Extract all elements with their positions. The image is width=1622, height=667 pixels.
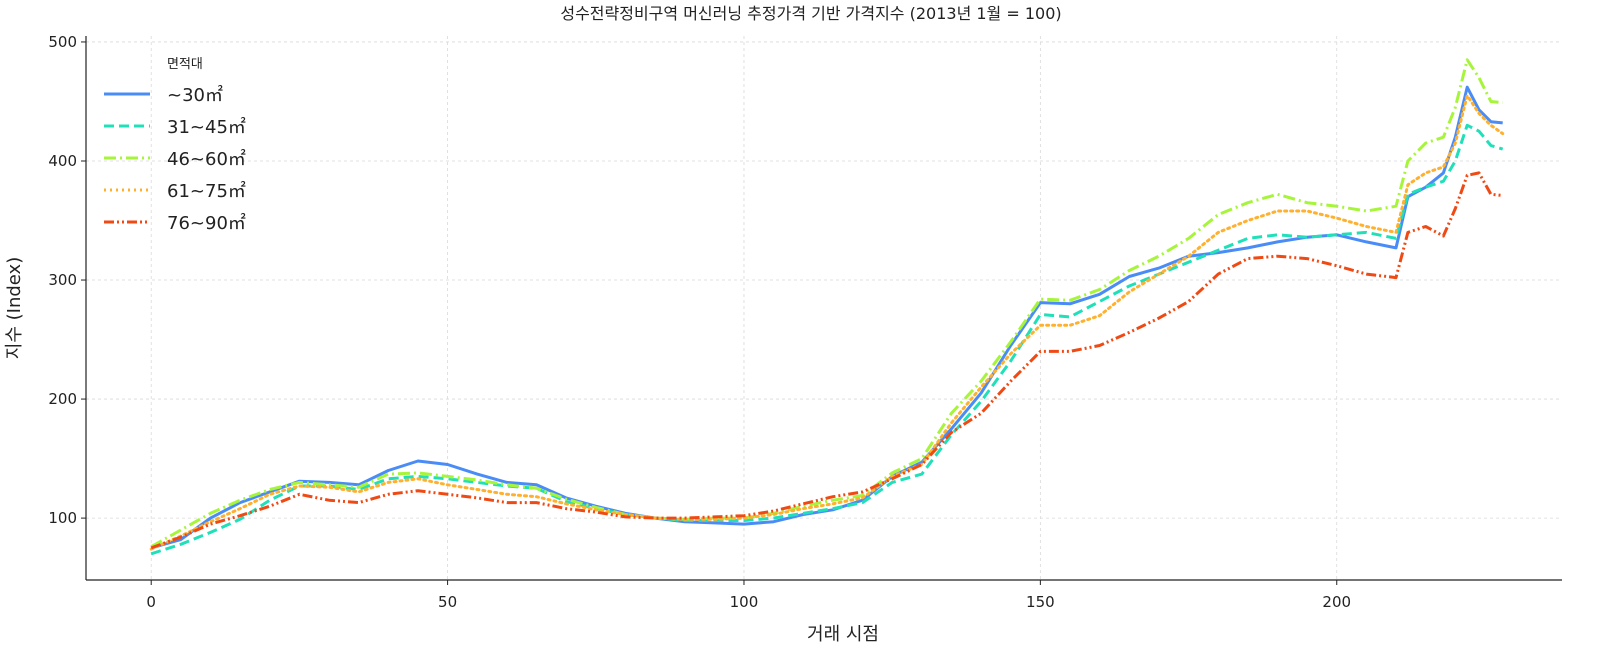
series-line-1 [150,85,1503,550]
x-tick-label: 100 [730,593,759,611]
y-axis-label: 지수 (Index) [4,257,25,359]
x-tick-label: 0 [146,593,156,611]
series-line-2 [150,123,1504,556]
legend-label: 61~75㎡ [167,180,246,202]
x-tick-label: 50 [438,593,457,611]
series-line-4 [149,94,1505,551]
series-line-5 [150,171,1503,550]
y-tick-label: 200 [48,390,77,408]
x-axis-label: 거래 시점 [807,624,879,645]
series-lines [149,58,1505,556]
x-tick-label: 200 [1322,593,1351,611]
legend-label: 46~60㎡ [167,148,246,170]
chart-title: 성수전략정비구역 머신러닝 추정가격 기반 가격지수 (2013년 1월 = 1… [560,4,1061,23]
grid [86,36,1562,580]
legend-label: 76~90㎡ [167,212,246,234]
series-line-3 [150,58,1503,549]
legend: 면적대 ~30㎡ 31~45㎡ 46~60㎡ 61~75㎡ 76~90㎡ [104,57,246,234]
y-tick-label: 400 [48,152,77,170]
legend-label: ~30㎡ [167,84,223,106]
axes: 0 50 100 150 200 100 200 300 400 500 [48,33,1562,611]
x-tick-label: 150 [1026,593,1055,611]
legend-label: 31~45㎡ [167,116,246,138]
y-tick-label: 500 [48,33,77,51]
y-tick-label: 300 [48,271,77,289]
legend-title: 면적대 [167,57,203,72]
y-tick-label: 100 [48,509,77,527]
